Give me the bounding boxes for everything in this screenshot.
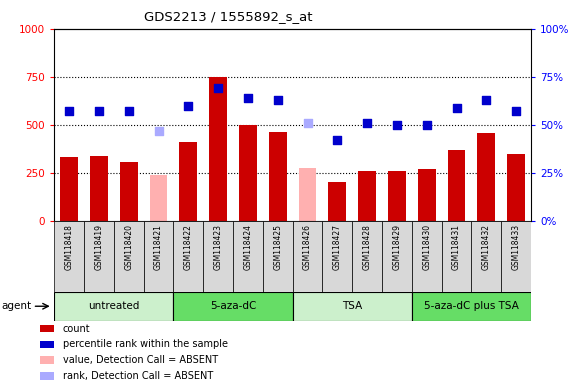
Point (154, 127, 163, 134)
Bar (388, 171, 406, 221)
Point (243, 95, 252, 101)
Text: 5-aza-dC: 5-aza-dC (210, 301, 256, 311)
Bar (40, 341, 54, 348)
Point (333, 137, 342, 143)
Text: percentile rank within the sample: percentile rank within the sample (63, 339, 228, 349)
Bar (150, 175, 167, 221)
Text: GSM118432: GSM118432 (482, 224, 491, 270)
Text: rank, Detection Call = ABSENT: rank, Detection Call = ABSENT (63, 371, 213, 381)
Bar (90, 157, 108, 221)
Text: GSM118428: GSM118428 (363, 224, 372, 270)
Bar (203, 221, 233, 292)
Text: value, Detection Call = ABSENT: value, Detection Call = ABSENT (63, 355, 218, 365)
Point (452, 104, 461, 111)
Text: GSM118421: GSM118421 (154, 224, 163, 270)
Text: GSM118431: GSM118431 (452, 224, 461, 270)
Bar (114, 221, 144, 292)
Text: agent: agent (1, 301, 31, 311)
Text: GSM118433: GSM118433 (512, 224, 521, 270)
Point (422, 122, 431, 128)
Bar (507, 154, 525, 221)
Bar (358, 171, 376, 221)
Point (65, 108, 74, 114)
Bar (292, 221, 323, 292)
Bar (412, 221, 441, 292)
Bar (40, 356, 54, 364)
Bar (144, 221, 174, 292)
Point (124, 108, 133, 114)
Bar (412, 292, 531, 321)
Bar (501, 221, 531, 292)
Bar (323, 221, 352, 292)
Point (94, 108, 103, 114)
Bar (418, 169, 436, 221)
Text: GSM118419: GSM118419 (94, 224, 103, 270)
Text: GSM118426: GSM118426 (303, 224, 312, 270)
Bar (60, 157, 78, 221)
Bar (54, 221, 84, 292)
Point (303, 120, 312, 126)
Bar (239, 125, 257, 221)
Bar (448, 150, 465, 221)
Text: TSA: TSA (342, 301, 363, 311)
Text: GSM118430: GSM118430 (422, 224, 431, 270)
Bar (179, 142, 198, 221)
Bar (54, 292, 174, 321)
Text: count: count (63, 324, 90, 334)
Point (512, 108, 521, 114)
Text: GSM118422: GSM118422 (184, 224, 193, 270)
Bar (174, 292, 292, 321)
Text: untreated: untreated (88, 301, 139, 311)
Bar (299, 168, 316, 221)
Point (482, 97, 491, 103)
Point (273, 97, 282, 103)
Point (214, 85, 223, 91)
Text: GSM118423: GSM118423 (214, 224, 223, 270)
Bar (477, 134, 495, 221)
Text: 5-aza-dC plus TSA: 5-aza-dC plus TSA (424, 301, 519, 311)
Bar (84, 221, 114, 292)
Text: GSM118427: GSM118427 (333, 224, 342, 270)
Text: GDS2213 / 1555892_s_at: GDS2213 / 1555892_s_at (144, 10, 313, 23)
Bar (233, 221, 263, 292)
Bar (292, 292, 412, 321)
Bar (328, 182, 346, 221)
Bar (263, 221, 292, 292)
Bar (40, 372, 54, 380)
Point (363, 120, 372, 126)
Point (392, 122, 401, 128)
Bar (209, 77, 227, 221)
Text: GSM118420: GSM118420 (124, 224, 133, 270)
Bar (120, 162, 138, 221)
Point (184, 103, 193, 109)
Text: GSM118418: GSM118418 (65, 224, 74, 270)
Bar (269, 131, 287, 221)
Text: GSM118424: GSM118424 (243, 224, 252, 270)
Text: GSM118429: GSM118429 (392, 224, 401, 270)
Text: GSM118425: GSM118425 (274, 224, 282, 270)
Bar (441, 221, 472, 292)
Bar (174, 221, 203, 292)
Bar (352, 221, 382, 292)
Bar (40, 325, 54, 333)
Bar (472, 221, 501, 292)
Bar (382, 221, 412, 292)
